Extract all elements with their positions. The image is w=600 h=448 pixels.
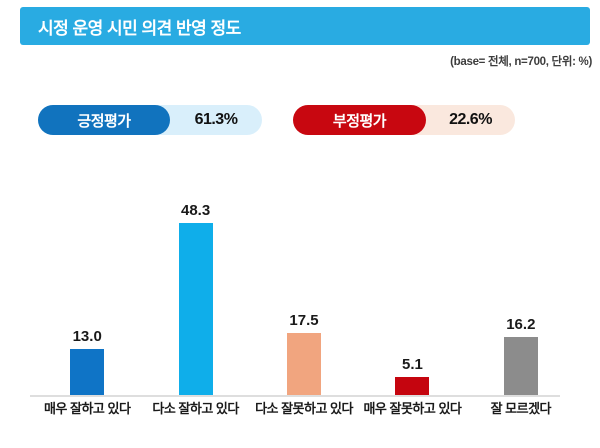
x-axis-labels: 매우 잘하고 있다 다소 잘하고 있다 다소 잘못하고 있다 매우 잘못하고 있다 잘 … bbox=[33, 401, 575, 418]
x-axis-category-label: 매우 잘하고 있다 bbox=[43, 401, 131, 416]
base-note: (base= 전체, n=700, 단위: %) bbox=[450, 56, 592, 68]
bar-value-label: 17.5 bbox=[289, 312, 319, 329]
bar-group: 17.5 bbox=[250, 178, 358, 395]
x-axis-category-label: 잘 모르겠다 bbox=[490, 401, 552, 416]
x-axis bbox=[30, 395, 560, 397]
positive-summary-pill: 긍정평가 61.3% bbox=[38, 105, 262, 135]
bar-value-label: 13.0 bbox=[72, 328, 102, 345]
bar bbox=[287, 333, 322, 395]
bar-group: 16.2 bbox=[467, 178, 575, 395]
bar bbox=[178, 223, 213, 395]
bar bbox=[70, 349, 105, 395]
x-axis-category-label: 다소 잘하고 있다 bbox=[152, 401, 239, 416]
x-axis-category-label: 매우 잘못하고 있다 bbox=[363, 401, 462, 416]
bar-value-label: 48.3 bbox=[181, 202, 211, 219]
bar-value-label: 5.1 bbox=[401, 356, 423, 373]
negative-summary-value: 22.6% bbox=[449, 111, 492, 128]
bar-value-label: 16.2 bbox=[506, 316, 536, 333]
x-axis-category-label: 다소 잘못하고 있다 bbox=[255, 401, 353, 416]
negative-label-badge: 부정평가 bbox=[293, 105, 426, 135]
bar-group: 5.1 bbox=[358, 178, 466, 395]
bar-group: 13.0 bbox=[33, 178, 141, 395]
bar-group: 48.3 bbox=[141, 178, 249, 395]
bar-plot: 13.0 48.3 17.5 5.1 16.2 bbox=[33, 178, 575, 395]
positive-summary-value: 61.3% bbox=[194, 111, 238, 128]
positive-label-badge: 긍정평가 bbox=[38, 105, 170, 135]
bar bbox=[395, 377, 430, 395]
negative-summary-pill: 부정평가 22.6% bbox=[293, 105, 515, 135]
page-title: 시정 운영 시민 의견 반영 정도 bbox=[38, 18, 241, 38]
bar bbox=[503, 337, 538, 395]
chart-title-bar: 시정 운영 시민 의견 반영 정도 bbox=[20, 7, 590, 45]
